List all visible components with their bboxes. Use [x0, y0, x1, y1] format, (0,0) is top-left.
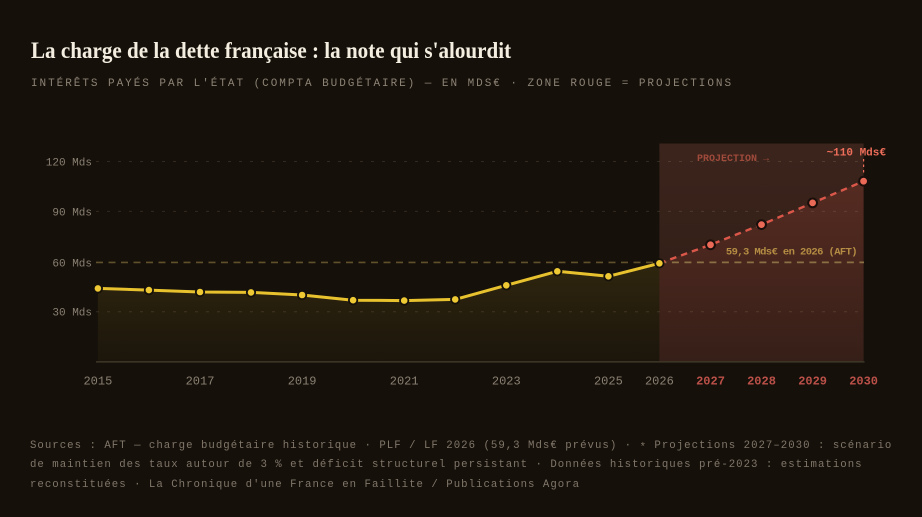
- svg-text:2027: 2027: [696, 375, 725, 389]
- svg-text:2025: 2025: [594, 375, 623, 389]
- svg-text:2017: 2017: [186, 375, 215, 389]
- svg-text:2030: 2030: [849, 375, 878, 389]
- svg-text:2015: 2015: [83, 375, 112, 389]
- svg-text:PROJECTION →: PROJECTION →: [697, 154, 769, 165]
- svg-text:59,3 Mds€ en 2026 (AFT): 59,3 Mds€ en 2026 (AFT): [726, 247, 857, 259]
- svg-text:120 Mds: 120 Mds: [46, 158, 92, 170]
- svg-text:2029: 2029: [798, 375, 827, 389]
- svg-text:60 Mds: 60 Mds: [52, 258, 92, 270]
- svg-text:90 Mds: 90 Mds: [52, 207, 92, 219]
- svg-text:2023: 2023: [492, 375, 521, 389]
- svg-text:2026: 2026: [645, 375, 674, 389]
- svg-text:30 Mds: 30 Mds: [52, 308, 92, 320]
- svg-text:2019: 2019: [288, 375, 317, 389]
- svg-text:2021: 2021: [390, 375, 419, 389]
- svg-text:2028: 2028: [747, 375, 776, 389]
- svg-text:~110 Mds€: ~110 Mds€: [827, 148, 887, 160]
